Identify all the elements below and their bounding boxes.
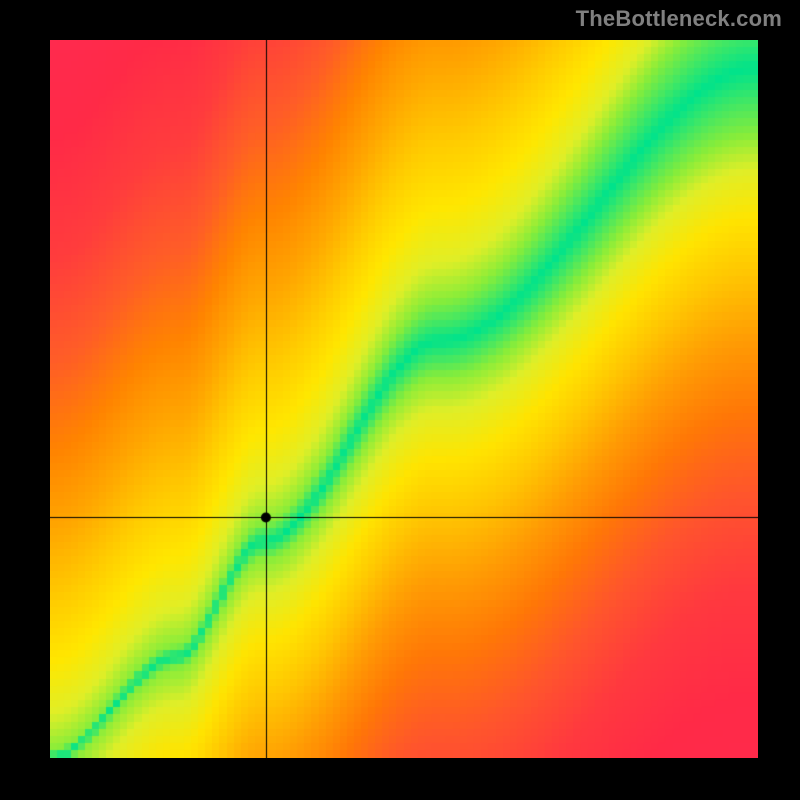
page-root: TheBottleneck.com (0, 0, 800, 800)
bottleneck-heatmap (50, 40, 758, 758)
watermark-text: TheBottleneck.com (576, 6, 782, 32)
